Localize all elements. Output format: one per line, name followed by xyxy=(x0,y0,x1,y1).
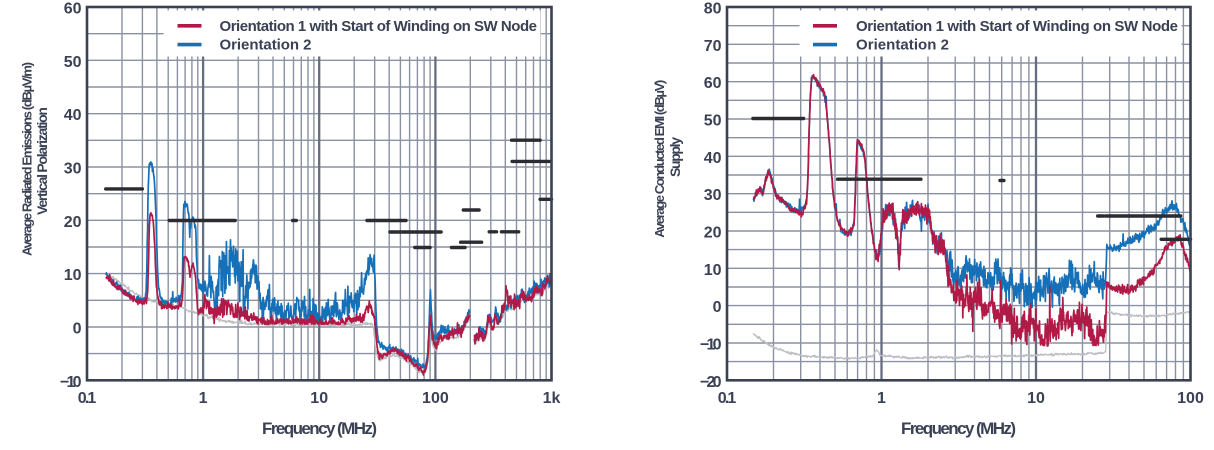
svg-text:100: 100 xyxy=(1177,390,1204,407)
svg-text:10: 10 xyxy=(310,390,328,407)
svg-text:40: 40 xyxy=(704,150,722,167)
svg-text:60: 60 xyxy=(64,1,82,18)
svg-text:Orientation 2: Orientation 2 xyxy=(856,37,949,54)
svg-text:Average Radiated Emissions (dB: Average Radiated Emissions (dBµV/m) xyxy=(20,62,35,256)
svg-text:0.1: 0.1 xyxy=(78,390,97,407)
svg-text:Frequency (MHz): Frequency (MHz) xyxy=(262,419,377,438)
svg-text:100: 100 xyxy=(422,390,449,407)
svg-text:−20: −20 xyxy=(700,374,722,391)
svg-text:Orientation 1 with Start of Wi: Orientation 1 with Start of Winding on S… xyxy=(856,18,1178,35)
svg-text:10: 10 xyxy=(1027,390,1045,407)
svg-text:60: 60 xyxy=(704,75,722,92)
svg-text:30: 30 xyxy=(64,161,82,178)
svg-text:0: 0 xyxy=(73,321,82,338)
svg-text:Average Conducted EMI (dBµV): Average Conducted EMI (dBµV) xyxy=(652,80,667,238)
svg-text:1k: 1k xyxy=(543,390,561,407)
svg-text:0: 0 xyxy=(713,299,722,316)
svg-text:1: 1 xyxy=(199,390,208,407)
svg-text:40: 40 xyxy=(64,107,82,124)
svg-text:Supply: Supply xyxy=(667,137,683,177)
svg-text:Frequency (MHz): Frequency (MHz) xyxy=(901,419,1016,438)
svg-text:−10: −10 xyxy=(60,374,82,391)
svg-text:10: 10 xyxy=(704,262,722,279)
svg-text:Orientation 2: Orientation 2 xyxy=(220,37,312,54)
svg-text:80: 80 xyxy=(704,1,722,18)
svg-text:20: 20 xyxy=(704,225,722,242)
svg-text:50: 50 xyxy=(64,54,82,71)
svg-text:−10: −10 xyxy=(700,337,722,354)
svg-text:Orientation 1 with Start of Wi: Orientation 1 with Start of Winding on S… xyxy=(220,18,538,35)
svg-text:Vertical Polarization: Vertical Polarization xyxy=(34,107,50,215)
svg-text:20: 20 xyxy=(64,214,82,231)
svg-text:50: 50 xyxy=(704,113,722,130)
svg-text:0.1: 0.1 xyxy=(718,390,737,407)
svg-text:10: 10 xyxy=(64,267,82,284)
svg-text:1: 1 xyxy=(877,390,886,407)
svg-text:30: 30 xyxy=(704,187,722,204)
svg-text:70: 70 xyxy=(704,38,722,55)
